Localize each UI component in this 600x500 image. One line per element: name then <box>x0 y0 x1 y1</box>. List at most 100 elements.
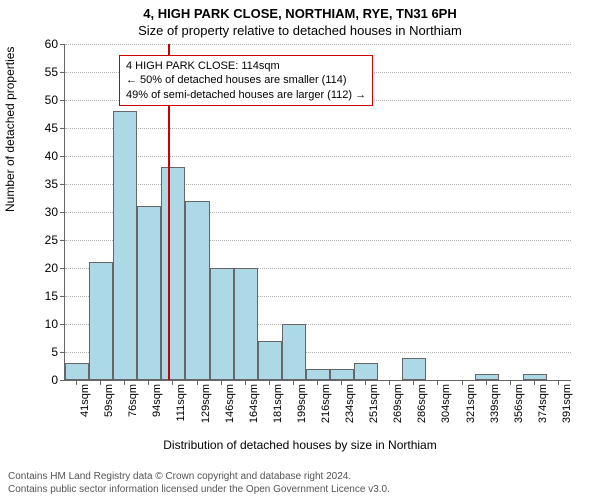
y-tick-label: 55 <box>28 65 58 79</box>
x-tick-label: 94sqm <box>151 384 163 444</box>
gridline <box>65 156 571 157</box>
y-tick-label: 5 <box>28 345 58 359</box>
info-box-line: 4 HIGH PARK CLOSE: 114sqm <box>126 59 366 73</box>
x-tick-mark <box>389 380 390 385</box>
x-tick-mark <box>269 380 270 385</box>
y-tick-label: 40 <box>28 149 58 163</box>
x-tick-label: 216sqm <box>320 384 332 444</box>
info-box-line: ← 50% of detached houses are smaller (11… <box>126 73 366 87</box>
x-tick-label: 356sqm <box>513 384 525 444</box>
x-tick-mark <box>76 380 77 385</box>
x-tick-mark <box>462 380 463 385</box>
y-tick-mark <box>60 128 65 129</box>
x-tick-mark <box>437 380 438 385</box>
plot-area: 4 HIGH PARK CLOSE: 114sqm← 50% of detach… <box>64 44 571 381</box>
gridline <box>65 128 571 129</box>
x-tick-label: 391sqm <box>561 384 573 444</box>
histogram-bar <box>306 369 330 380</box>
y-tick-mark <box>60 184 65 185</box>
y-tick-label: 25 <box>28 233 58 247</box>
x-tick-mark <box>124 380 125 385</box>
y-tick-mark <box>60 72 65 73</box>
gridline <box>65 44 571 45</box>
histogram-bar <box>282 324 306 380</box>
y-tick-label: 50 <box>28 93 58 107</box>
x-tick-label: 164sqm <box>248 384 260 444</box>
x-tick-mark <box>510 380 511 385</box>
x-tick-label: 111sqm <box>175 384 187 444</box>
histogram-bar <box>185 201 209 380</box>
x-tick-mark <box>172 380 173 385</box>
chart-container: 4, HIGH PARK CLOSE, NORTHIAM, RYE, TN31 … <box>0 0 600 500</box>
y-tick-label: 20 <box>28 261 58 275</box>
x-tick-label: 251sqm <box>368 384 380 444</box>
x-tick-mark <box>534 380 535 385</box>
histogram-bar <box>354 363 378 380</box>
chart-footer: Contains HM Land Registry data © Crown c… <box>8 471 592 496</box>
x-tick-label: 286sqm <box>416 384 428 444</box>
histogram-bar <box>113 111 137 380</box>
x-tick-mark <box>365 380 366 385</box>
x-tick-label: 269sqm <box>392 384 404 444</box>
y-tick-mark <box>60 296 65 297</box>
gridline <box>65 184 571 185</box>
x-tick-mark <box>413 380 414 385</box>
info-box-line: 49% of semi-detached houses are larger (… <box>126 88 366 102</box>
footer-line-1: Contains HM Land Registry data © Crown c… <box>8 471 592 484</box>
x-tick-label: 199sqm <box>296 384 308 444</box>
y-tick-mark <box>60 212 65 213</box>
x-tick-mark <box>197 380 198 385</box>
histogram-bar <box>210 268 234 380</box>
x-tick-label: 59sqm <box>103 384 115 444</box>
histogram-bar <box>137 206 161 380</box>
histogram-bar <box>330 369 354 380</box>
histogram-bar <box>258 341 282 380</box>
histogram-bar <box>161 167 185 380</box>
footer-line-2: Contains public sector information licen… <box>8 484 592 497</box>
y-tick-label: 0 <box>28 373 58 387</box>
y-tick-mark <box>60 324 65 325</box>
x-tick-label: 339sqm <box>489 384 501 444</box>
x-tick-mark <box>341 380 342 385</box>
x-tick-mark <box>221 380 222 385</box>
x-axis-label: Distribution of detached houses by size … <box>0 438 600 452</box>
y-axis-label: Number of detached properties <box>3 47 17 212</box>
histogram-bar <box>523 374 547 380</box>
chart-title-main: 4, HIGH PARK CLOSE, NORTHIAM, RYE, TN31 … <box>0 0 600 21</box>
y-tick-label: 60 <box>28 37 58 51</box>
x-tick-mark <box>558 380 559 385</box>
y-tick-label: 15 <box>28 289 58 303</box>
x-tick-label: 234sqm <box>344 384 356 444</box>
y-tick-mark <box>60 268 65 269</box>
x-tick-label: 129sqm <box>200 384 212 444</box>
histogram-bar <box>475 374 499 380</box>
y-tick-label: 10 <box>28 317 58 331</box>
y-tick-mark <box>60 352 65 353</box>
x-tick-mark <box>100 380 101 385</box>
info-box: 4 HIGH PARK CLOSE: 114sqm← 50% of detach… <box>119 55 373 106</box>
x-tick-label: 76sqm <box>127 384 139 444</box>
x-tick-mark <box>317 380 318 385</box>
histogram-bar <box>89 262 113 380</box>
x-tick-mark <box>486 380 487 385</box>
y-tick-mark <box>60 380 65 381</box>
x-tick-label: 321sqm <box>465 384 477 444</box>
histogram-bar <box>65 363 89 380</box>
y-tick-mark <box>60 44 65 45</box>
x-tick-label: 41sqm <box>79 384 91 444</box>
chart-title-sub: Size of property relative to detached ho… <box>0 21 600 38</box>
y-tick-mark <box>60 156 65 157</box>
y-tick-mark <box>60 100 65 101</box>
x-tick-label: 146sqm <box>224 384 236 444</box>
y-tick-label: 30 <box>28 205 58 219</box>
x-tick-label: 181sqm <box>272 384 284 444</box>
y-tick-label: 35 <box>28 177 58 191</box>
x-tick-mark <box>293 380 294 385</box>
y-tick-label: 45 <box>28 121 58 135</box>
histogram-bar <box>402 358 426 380</box>
y-tick-mark <box>60 240 65 241</box>
x-tick-mark <box>245 380 246 385</box>
x-tick-label: 304sqm <box>440 384 452 444</box>
x-tick-label: 374sqm <box>537 384 549 444</box>
histogram-bar <box>234 268 258 380</box>
